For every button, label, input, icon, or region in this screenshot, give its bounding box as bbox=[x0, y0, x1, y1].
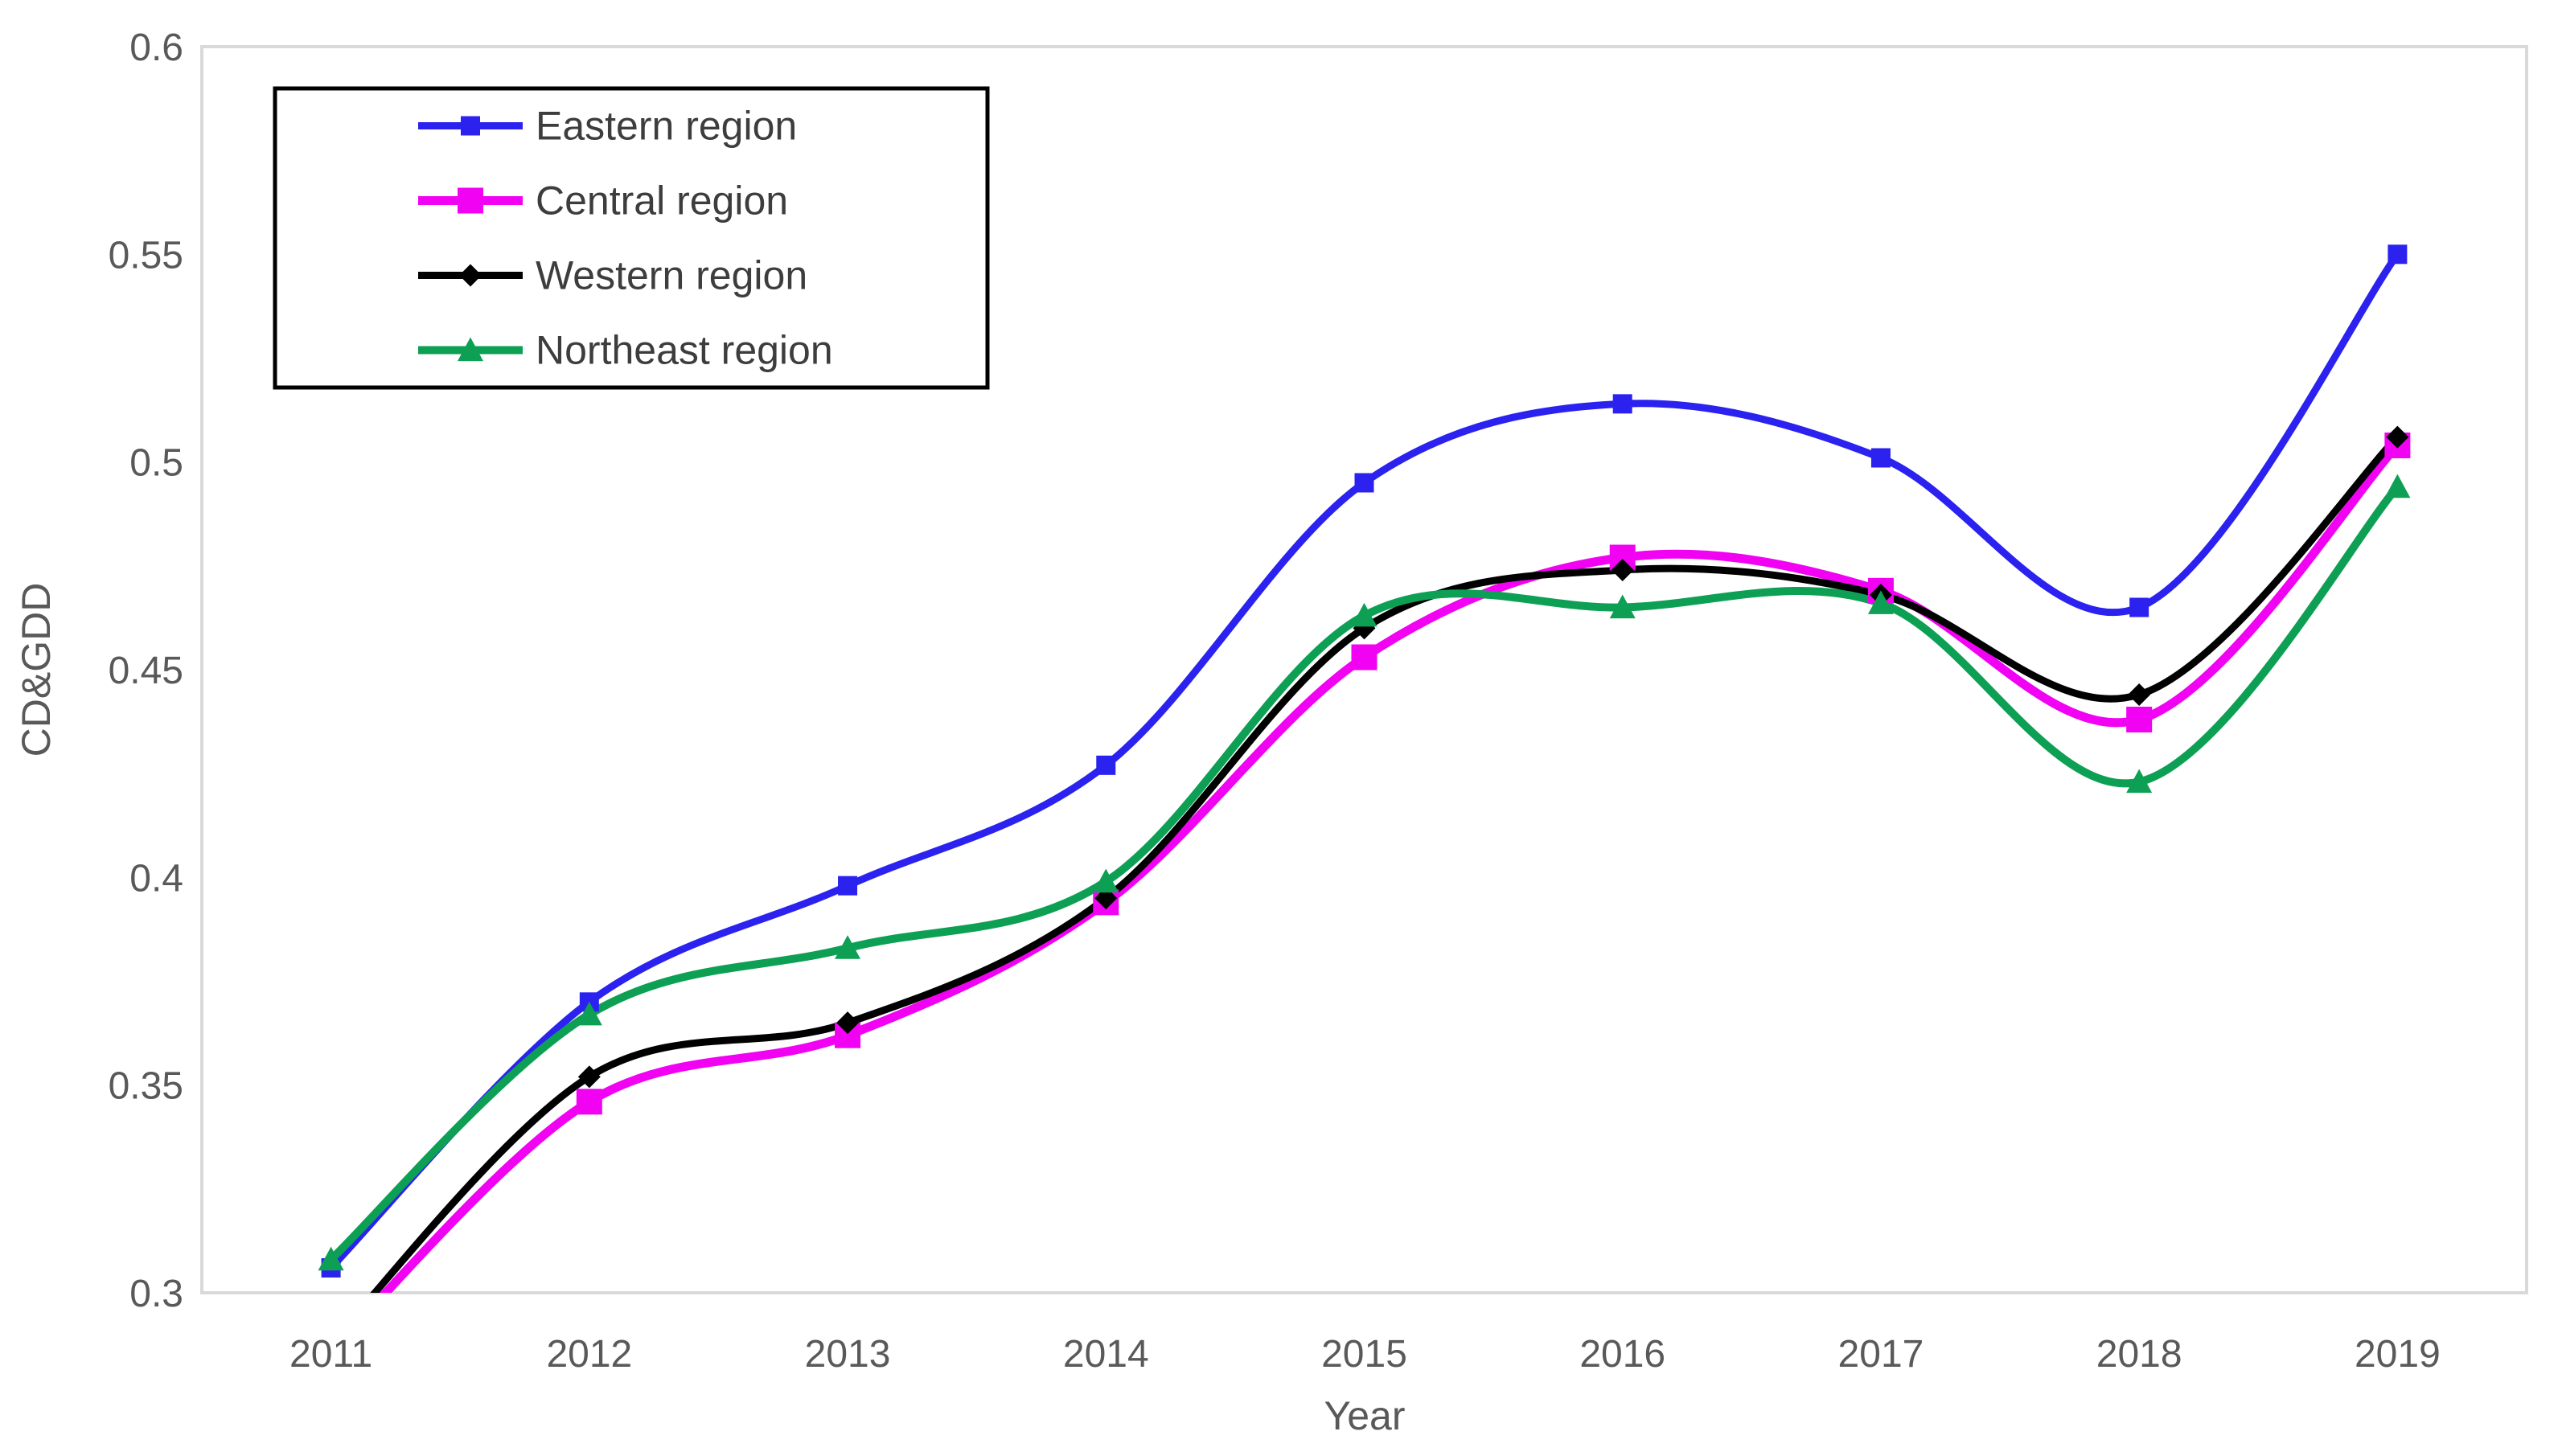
data-point-marker-central-region bbox=[458, 187, 483, 214]
data-point-marker-eastern-region bbox=[461, 116, 480, 136]
data-point-marker-eastern-region bbox=[1612, 394, 1632, 414]
x-axis-title: Year bbox=[1324, 1393, 1405, 1438]
data-point-marker-western-region bbox=[2128, 683, 2151, 706]
data-point-marker-central-region bbox=[2126, 707, 2153, 732]
data-point-marker-eastern-region bbox=[1870, 448, 1891, 468]
y-tick-label: 0.5 bbox=[129, 442, 183, 485]
y-axis-tick-labels: 0.6 0.55 0.5 0.45 0.4 0.35 0.3 bbox=[109, 27, 183, 1315]
x-axis-tick-labels: 2011 2012 2013 2014 2015 2016 2017 2018 2019 bbox=[289, 1333, 2441, 1376]
data-point-marker-western-region bbox=[2386, 425, 2409, 449]
legend-box bbox=[273, 86, 990, 390]
data-point-marker-northeast-region bbox=[2126, 769, 2153, 794]
x-tick-label: 2014 bbox=[1063, 1333, 1149, 1376]
data-point-marker-northeast-region bbox=[1867, 590, 1894, 614]
legend-label-western-region: Western region bbox=[536, 253, 807, 298]
series-markers bbox=[318, 244, 2411, 1278]
x-tick-label: 2017 bbox=[1838, 1333, 1924, 1376]
plot-area-border bbox=[200, 45, 2528, 1294]
x-tick-label: 2011 bbox=[289, 1333, 372, 1376]
data-point-marker-central-region bbox=[1351, 644, 1377, 671]
data-point-marker-northeast-region bbox=[1609, 594, 1636, 619]
data-point-marker-northeast-region bbox=[458, 337, 483, 362]
data-point-marker-western-region bbox=[459, 264, 482, 287]
x-tick-label: 2019 bbox=[2355, 1333, 2441, 1376]
y-tick-label: 0.45 bbox=[109, 650, 183, 692]
series-line-eastern-region bbox=[327, 250, 2401, 1272]
data-point-marker-northeast-region bbox=[835, 935, 861, 959]
data-point-marker-central-region bbox=[576, 1089, 602, 1115]
y-axis-title: CD&GDD bbox=[14, 583, 59, 757]
data-point-marker-eastern-region bbox=[1096, 755, 1116, 775]
data-point-marker-eastern-region bbox=[2129, 597, 2149, 617]
data-point-marker-western-region bbox=[577, 1065, 601, 1089]
x-tick-label: 2018 bbox=[2096, 1333, 2182, 1376]
x-tick-label: 2012 bbox=[546, 1333, 632, 1376]
data-point-marker-eastern-region bbox=[2388, 244, 2408, 265]
data-point-marker-eastern-region bbox=[838, 876, 858, 896]
legend-label-central-region: Central region bbox=[536, 178, 788, 224]
legend-item-northeast-region: Northeast region bbox=[418, 328, 833, 373]
legend-item-western-region: Western region bbox=[418, 253, 807, 298]
y-tick-label: 0.3 bbox=[129, 1273, 183, 1315]
y-tick-label: 0.4 bbox=[129, 857, 183, 900]
legend-label-eastern-region: Eastern region bbox=[536, 104, 797, 149]
y-tick-label: 0.35 bbox=[109, 1065, 183, 1108]
legend-item-eastern-region: Eastern region bbox=[418, 104, 797, 149]
x-tick-label: 2013 bbox=[805, 1333, 891, 1376]
x-tick-label: 2016 bbox=[1579, 1333, 1665, 1376]
data-point-marker-western-region bbox=[1094, 887, 1118, 910]
data-point-marker-western-region bbox=[836, 1011, 860, 1035]
y-tick-label: 0.55 bbox=[109, 234, 183, 277]
series-line-central-region bbox=[380, 441, 2402, 1293]
legend: Eastern region Central region Western regi… bbox=[273, 86, 990, 390]
data-point-marker-northeast-region bbox=[1351, 602, 1377, 627]
series-line-western-region bbox=[370, 433, 2401, 1293]
data-point-marker-eastern-region bbox=[1354, 473, 1374, 493]
series-lines bbox=[326, 250, 2402, 1293]
data-point-marker-northeast-region bbox=[576, 1001, 602, 1026]
x-tick-label: 2015 bbox=[1321, 1333, 1407, 1376]
legend-item-central-region: Central region bbox=[418, 178, 788, 224]
data-point-marker-northeast-region bbox=[318, 1246, 344, 1271]
data-point-marker-northeast-region bbox=[2384, 474, 2411, 498]
data-point-marker-western-region bbox=[1611, 559, 1634, 581]
y-tick-label: 0.6 bbox=[129, 27, 183, 69]
legend-label-northeast-region: Northeast region bbox=[536, 328, 833, 373]
data-point-marker-northeast-region bbox=[1093, 868, 1119, 893]
